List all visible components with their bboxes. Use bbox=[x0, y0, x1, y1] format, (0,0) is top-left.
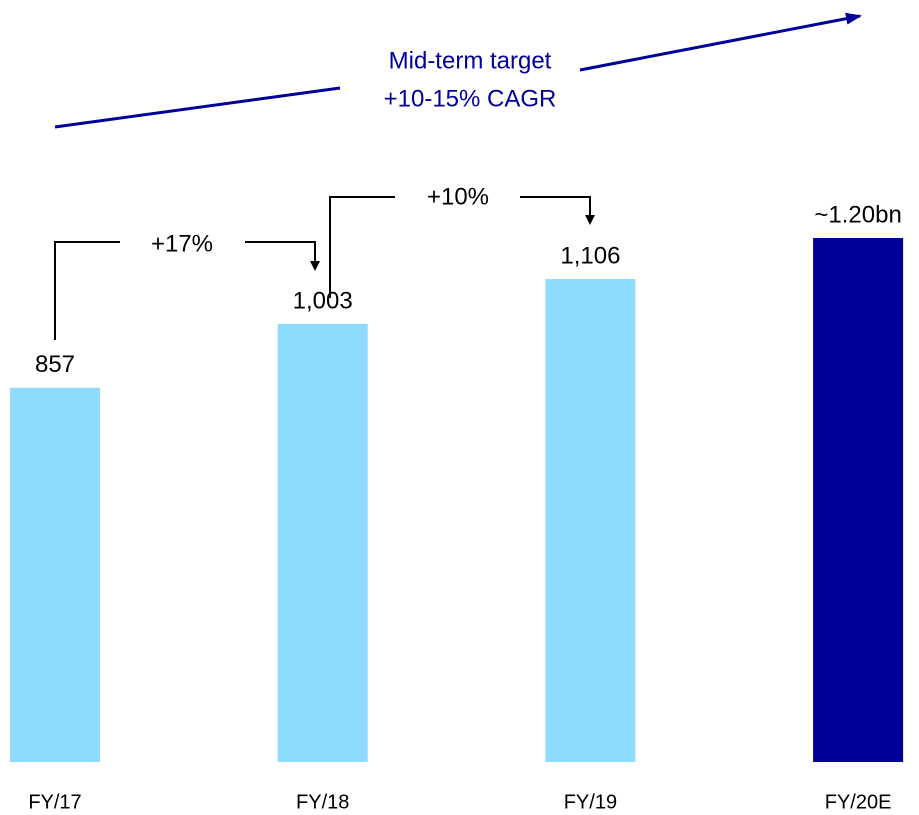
growth-label: +17% bbox=[151, 230, 213, 257]
x-tick-label: FY/17 bbox=[28, 791, 81, 813]
x-tick-label: FY/19 bbox=[564, 791, 617, 813]
bar bbox=[10, 387, 100, 762]
bar bbox=[813, 238, 904, 762]
target-label: +10-15% CAGR bbox=[384, 85, 557, 112]
bar bbox=[545, 279, 636, 762]
x-tick-label: FY/20E bbox=[825, 791, 892, 813]
value-label: 857 bbox=[35, 351, 75, 378]
growth-label: +10% bbox=[427, 183, 489, 210]
target-arrow bbox=[54, 12, 862, 129]
bar bbox=[277, 324, 368, 762]
growth-bracket bbox=[54, 196, 595, 340]
value-label: ~1.20bn bbox=[814, 201, 901, 228]
value-label: 1,106 bbox=[560, 242, 620, 269]
x-tick-label: FY/18 bbox=[296, 791, 349, 813]
target-label: Mid-term target bbox=[389, 47, 552, 74]
value-label: 1,003 bbox=[293, 287, 353, 314]
